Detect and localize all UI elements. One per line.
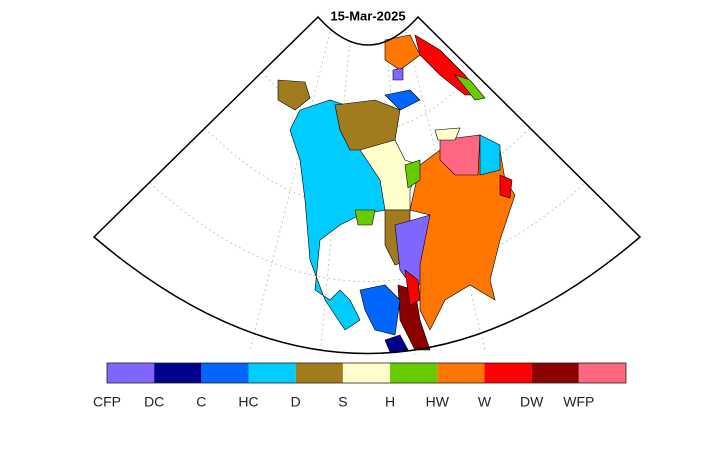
legend-label: S bbox=[338, 394, 347, 410]
legend-label: HC bbox=[238, 394, 258, 410]
legend-swatch bbox=[390, 363, 438, 383]
graticule-line bbox=[149, 182, 586, 282]
legend-label: DW bbox=[520, 394, 544, 410]
land-region bbox=[454, 74, 486, 101]
legend-swatch bbox=[578, 363, 626, 383]
legend-label: CFP bbox=[93, 394, 121, 410]
land-region bbox=[359, 139, 421, 211]
legend-swatch bbox=[342, 363, 391, 383]
land-region bbox=[384, 334, 409, 353]
legend-label: W bbox=[478, 394, 492, 410]
land-region bbox=[384, 89, 421, 111]
colorbar: CFP DC C HC D S H HW W DW WFP bbox=[93, 362, 627, 410]
land-region bbox=[404, 159, 421, 189]
land-region bbox=[277, 79, 311, 111]
legend-label: HW bbox=[426, 394, 450, 410]
map-frame bbox=[92, 15, 642, 355]
legend-label: D bbox=[291, 394, 301, 410]
colorbar-border bbox=[106, 362, 627, 384]
legend-label: WFP bbox=[563, 394, 594, 410]
legend-swatch bbox=[484, 363, 532, 383]
land-region bbox=[434, 127, 461, 141]
legend-swatch bbox=[201, 363, 249, 383]
land-region bbox=[359, 284, 401, 336]
legend-swatch bbox=[437, 363, 485, 383]
map bbox=[92, 15, 642, 356]
land-region bbox=[499, 174, 513, 199]
land-region bbox=[479, 134, 501, 176]
land-region bbox=[384, 34, 421, 71]
legend-swatch bbox=[154, 363, 202, 383]
legend-swatch bbox=[531, 363, 579, 383]
map-title: 15-Mar-2025 bbox=[330, 8, 405, 23]
land-region bbox=[354, 209, 376, 226]
legend-swatch bbox=[248, 363, 296, 383]
legend-label: C bbox=[196, 394, 206, 410]
legend-swatch bbox=[107, 363, 155, 383]
land-region bbox=[404, 269, 421, 306]
land-region bbox=[392, 67, 404, 81]
legend-swatch bbox=[295, 363, 343, 383]
legend-label: DC bbox=[144, 394, 164, 410]
land-regions bbox=[277, 34, 516, 353]
land-region bbox=[439, 134, 481, 176]
legend-label: H bbox=[385, 394, 395, 410]
